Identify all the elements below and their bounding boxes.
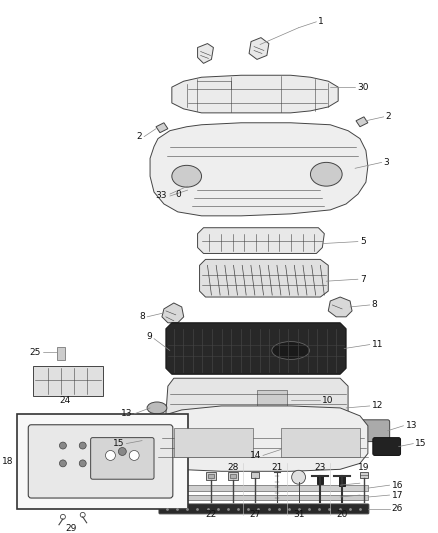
Bar (230, 474, 236, 478)
Text: 3: 3 (384, 158, 389, 167)
Text: 16: 16 (392, 481, 403, 490)
Text: 29: 29 (65, 524, 77, 533)
FancyBboxPatch shape (159, 504, 369, 514)
Bar (164, 495, 368, 500)
Text: 28: 28 (227, 463, 239, 472)
Text: 21: 21 (271, 463, 283, 472)
Ellipse shape (311, 163, 342, 186)
Ellipse shape (272, 342, 310, 359)
Ellipse shape (147, 402, 167, 414)
Bar (257, 390, 287, 410)
Polygon shape (198, 44, 213, 63)
Text: 14: 14 (250, 451, 261, 460)
Bar (18, 414, 187, 509)
FancyBboxPatch shape (91, 438, 154, 479)
FancyBboxPatch shape (354, 420, 390, 441)
Text: 8: 8 (372, 301, 378, 310)
Circle shape (79, 442, 86, 449)
Text: 9: 9 (146, 332, 152, 341)
FancyBboxPatch shape (373, 438, 401, 456)
Text: 8: 8 (139, 312, 145, 321)
Bar (206, 472, 216, 480)
Text: 22: 22 (206, 511, 217, 519)
Circle shape (80, 512, 85, 518)
Text: 12: 12 (372, 401, 383, 410)
Circle shape (79, 460, 86, 467)
Polygon shape (172, 75, 338, 113)
Bar (318, 477, 323, 484)
Text: 30: 30 (357, 83, 368, 92)
Text: 10: 10 (322, 395, 334, 405)
Text: 15: 15 (415, 439, 427, 448)
Polygon shape (162, 303, 184, 323)
Text: 13: 13 (406, 421, 417, 430)
Bar (360, 472, 368, 478)
Text: 24: 24 (59, 395, 71, 405)
Polygon shape (33, 366, 102, 396)
Text: 27: 27 (249, 511, 261, 519)
Circle shape (118, 448, 126, 456)
Text: 2: 2 (386, 112, 391, 122)
Polygon shape (156, 123, 168, 133)
Text: 23: 23 (314, 463, 326, 472)
Text: 26: 26 (392, 504, 403, 513)
Polygon shape (166, 378, 348, 422)
Text: 19: 19 (358, 463, 370, 472)
FancyBboxPatch shape (140, 434, 160, 448)
Polygon shape (356, 117, 368, 127)
Text: 20: 20 (336, 511, 348, 519)
Text: 5: 5 (360, 237, 366, 246)
Bar (174, 427, 253, 457)
Text: 25: 25 (30, 348, 41, 357)
Bar (208, 474, 215, 478)
Text: 33: 33 (155, 191, 167, 199)
Circle shape (292, 470, 305, 484)
Circle shape (106, 450, 115, 461)
Text: 15: 15 (113, 439, 124, 448)
Bar (228, 472, 238, 480)
Circle shape (129, 450, 139, 461)
Polygon shape (249, 38, 269, 59)
Text: 31: 31 (293, 511, 304, 519)
Polygon shape (152, 406, 368, 471)
Bar (281, 427, 360, 457)
Circle shape (60, 442, 67, 449)
Polygon shape (150, 123, 368, 216)
Circle shape (60, 460, 67, 467)
Text: 13: 13 (121, 409, 132, 418)
Polygon shape (328, 297, 352, 317)
Text: 0: 0 (176, 190, 181, 199)
Bar (339, 477, 345, 486)
Bar (170, 485, 368, 491)
Text: 17: 17 (392, 490, 403, 499)
FancyBboxPatch shape (28, 425, 173, 498)
Text: 11: 11 (372, 340, 383, 349)
Text: 18: 18 (2, 457, 14, 466)
Text: 1: 1 (318, 17, 324, 26)
Circle shape (60, 514, 65, 519)
Bar (57, 346, 65, 360)
Text: 7: 7 (360, 274, 366, 284)
Text: 2: 2 (137, 132, 142, 141)
Polygon shape (166, 323, 346, 374)
Polygon shape (198, 228, 324, 254)
Polygon shape (200, 260, 328, 297)
Bar (251, 472, 259, 478)
Ellipse shape (172, 165, 201, 187)
